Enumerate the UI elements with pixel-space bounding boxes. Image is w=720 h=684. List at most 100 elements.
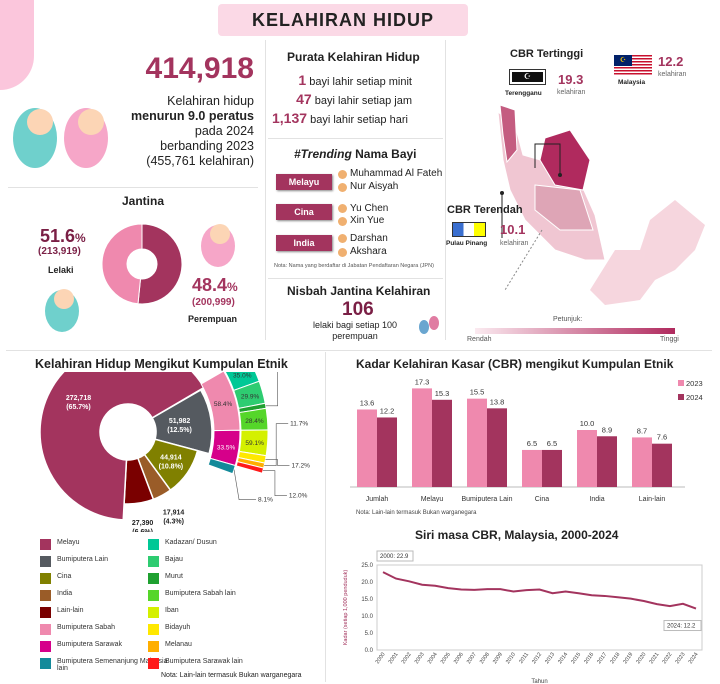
legend-swatch xyxy=(148,607,159,618)
legend-label: Bumiputera Sarawak lain xyxy=(165,658,243,665)
divider xyxy=(268,138,443,139)
trending-list: Melayu Muhammad Al Fateh Nur Aisyah Cina… xyxy=(268,168,444,278)
female-pct-value: 48.4 xyxy=(192,275,228,295)
average-row: 47 bayi lahir setiap jam xyxy=(272,91,412,110)
average-title: Purata Kelahiran Hidup xyxy=(287,50,420,64)
bar xyxy=(487,408,507,487)
y-tick: 5.0 xyxy=(365,631,374,637)
legend-swatch xyxy=(40,641,51,652)
legend-swatch xyxy=(148,590,159,601)
sub-sub-slice xyxy=(235,461,265,474)
sub-sub-label: 35.0% xyxy=(233,372,252,379)
map-legend-low: Rendah xyxy=(467,336,492,343)
leader-line xyxy=(262,470,287,496)
category-label: Melayu xyxy=(421,496,444,502)
girl-icon xyxy=(338,183,347,192)
x-tick: 2010 xyxy=(505,652,517,665)
lowest-state: Pulau Pinang xyxy=(446,240,488,247)
bar xyxy=(432,399,452,487)
legend-item: Lain-lain xyxy=(40,607,170,618)
baby-boy-icon xyxy=(45,289,79,332)
category-label: India xyxy=(589,496,604,502)
sex-ratio-desc: lelaki bagi setiap 100 perempuan xyxy=(312,320,398,341)
tag-melayu: Melayu xyxy=(276,174,332,190)
legend-item: Cina xyxy=(40,573,170,584)
trending-title-rest: Nama Bayi xyxy=(351,147,417,161)
bar-label: 10.0 xyxy=(580,419,595,428)
y-tick: 0.0 xyxy=(365,648,374,654)
bar-label: 7.6 xyxy=(657,433,667,442)
female-count: (200,999) xyxy=(192,297,235,308)
gender-slice xyxy=(137,223,183,305)
x-tick: 2008 xyxy=(479,652,491,665)
x-tick: 2019 xyxy=(622,652,634,665)
x-tick: 2017 xyxy=(596,652,608,665)
legend-label: Lain-lain xyxy=(57,607,84,614)
legend-swatch xyxy=(148,624,159,635)
gender-donut xyxy=(101,223,183,305)
pie-slice xyxy=(39,372,205,521)
baby-girl-icon xyxy=(201,224,235,267)
legend-label: Bumiputera Sabah lain xyxy=(165,590,236,597)
bar xyxy=(652,443,672,487)
legend-label: 2023 xyxy=(686,379,703,388)
ethnic-pie-chart: 51,982 (12.5%) 44,914 (10.8%) 17,914 (4.3%) 27… xyxy=(39,372,310,532)
x-tick: 2011 xyxy=(518,652,530,665)
bar xyxy=(412,388,432,487)
category-label: Cina xyxy=(535,496,550,502)
x-tick: 2007 xyxy=(466,652,478,665)
legend-swatch xyxy=(40,607,51,618)
annotation-box xyxy=(376,550,414,562)
average-rows: 1 bayi lahir setiap minit 47 bayi lahir … xyxy=(272,72,442,129)
legend-label: Cina xyxy=(57,573,72,580)
legend-swatch xyxy=(40,658,51,669)
bar xyxy=(357,409,377,487)
male-pct-value: 51.6 xyxy=(40,226,76,246)
sub-label: 33.5% xyxy=(217,444,236,451)
leader-line xyxy=(265,459,290,466)
summary-line: berbanding 2023 xyxy=(160,139,254,153)
leader-line xyxy=(233,469,257,500)
national-unit: kelahiran xyxy=(658,71,687,78)
sub-slice xyxy=(207,457,236,475)
map-legend-high: Tinggi xyxy=(660,336,679,343)
bar-label: 6.5 xyxy=(527,439,537,448)
bar-chart-note: Nota: Lain-lain termasuk Bukan warganega… xyxy=(356,510,477,516)
bar xyxy=(542,449,562,487)
pulau-pinang-flag xyxy=(452,222,486,237)
x-tick: 2020 xyxy=(636,652,648,665)
legend-swatch xyxy=(148,556,159,567)
summary-line: menurun 9.0 peratus xyxy=(131,109,254,123)
divider xyxy=(445,40,446,340)
national-value: 12.2 xyxy=(658,54,684,69)
annotation: 2000: 22.9 xyxy=(380,554,409,560)
average-text: bayi lahir setiap hari xyxy=(310,114,408,126)
x-tick: 2021 xyxy=(649,652,661,665)
lowest-value: 10.1 xyxy=(500,222,526,237)
legend-item: India xyxy=(40,590,170,601)
legend-swatch xyxy=(148,539,159,550)
baby-name: Xin Yue xyxy=(350,215,385,226)
average-row: 1,137 bayi lahir setiap hari xyxy=(272,110,442,129)
divider xyxy=(6,350,712,351)
cbr-highest-title: CBR Tertinggi xyxy=(510,48,584,60)
ethnic-note: Nota: Lain-lain termasuk Bukan warganega… xyxy=(161,672,302,679)
legend-label: Bumiputera Lain xyxy=(57,556,108,563)
sub-sub-label: 28.4% xyxy=(245,418,264,425)
sub-sub-label: 17.2% xyxy=(291,462,310,469)
highest-unit: kelahiran xyxy=(557,89,586,96)
x-tick: 2015 xyxy=(570,652,582,665)
bar-label: 8.7 xyxy=(637,426,647,435)
legend-item: Bumiputera Semenanjung Malaysia lain xyxy=(40,658,170,672)
series-line xyxy=(382,571,697,610)
average-number: 1 xyxy=(298,72,307,88)
pie-label: 272,718 xyxy=(66,395,91,402)
summary-text: Kelahiran hidup menurun 9.0 peratus pada… xyxy=(110,94,254,169)
legend-swatch xyxy=(678,394,684,400)
map-legend-gradient xyxy=(475,328,675,334)
legend-label: Iban xyxy=(165,607,179,614)
sex-ratio-title: Nisbah Jantina Kelahiran xyxy=(287,284,431,298)
baby-name: Darshan xyxy=(350,233,388,244)
bar-label: 8.9 xyxy=(602,425,612,434)
